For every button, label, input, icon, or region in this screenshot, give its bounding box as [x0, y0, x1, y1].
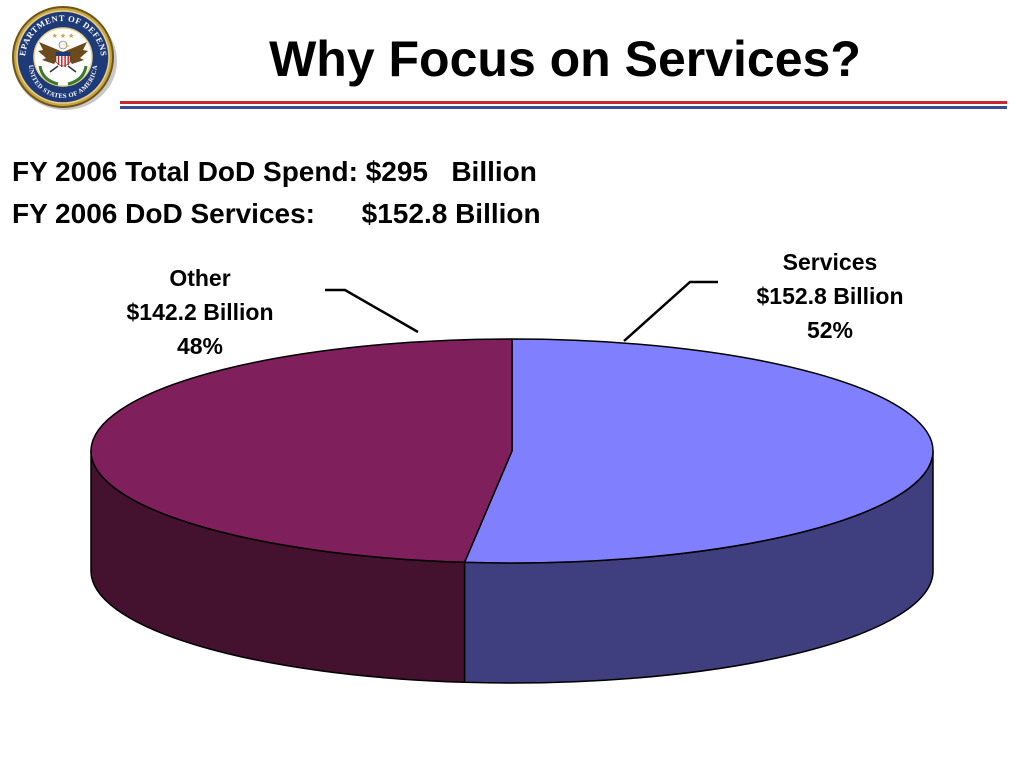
slide-title: Why Focus on Services? [269, 31, 861, 87]
services-name-label: Services [782, 249, 878, 275]
other-slice-label: Other $142.2 Billion 48% [100, 261, 300, 363]
services-spend-line: FY 2006 DoD Services: $152.8 Billion [12, 198, 541, 229]
other-value-label: $142.2 Billion [126, 299, 274, 325]
other-leader-line [325, 288, 419, 334]
services-value-label: $152.8 Billion [756, 283, 904, 309]
dod-seal-logo: DEPARTMENT OF DEFENSE UNITED STATES OF A… [6, 4, 117, 110]
services-slice [463, 338, 934, 564]
divider-blue [120, 106, 1007, 109]
other-name-label: Other [169, 265, 231, 291]
other-percent-label: 48% [176, 333, 224, 359]
divider-red [120, 101, 1007, 104]
services-percent-label: 52% [806, 317, 854, 343]
services-leader-line [623, 280, 718, 342]
other-slice [90, 338, 513, 564]
total-spend-line: FY 2006 Total DoD Spend: $295 Billion [12, 156, 537, 187]
services-slice-label: Services $152.8 Billion 52% [730, 245, 930, 347]
svg-text:★ ★ ★: ★ ★ ★ [52, 32, 75, 40]
